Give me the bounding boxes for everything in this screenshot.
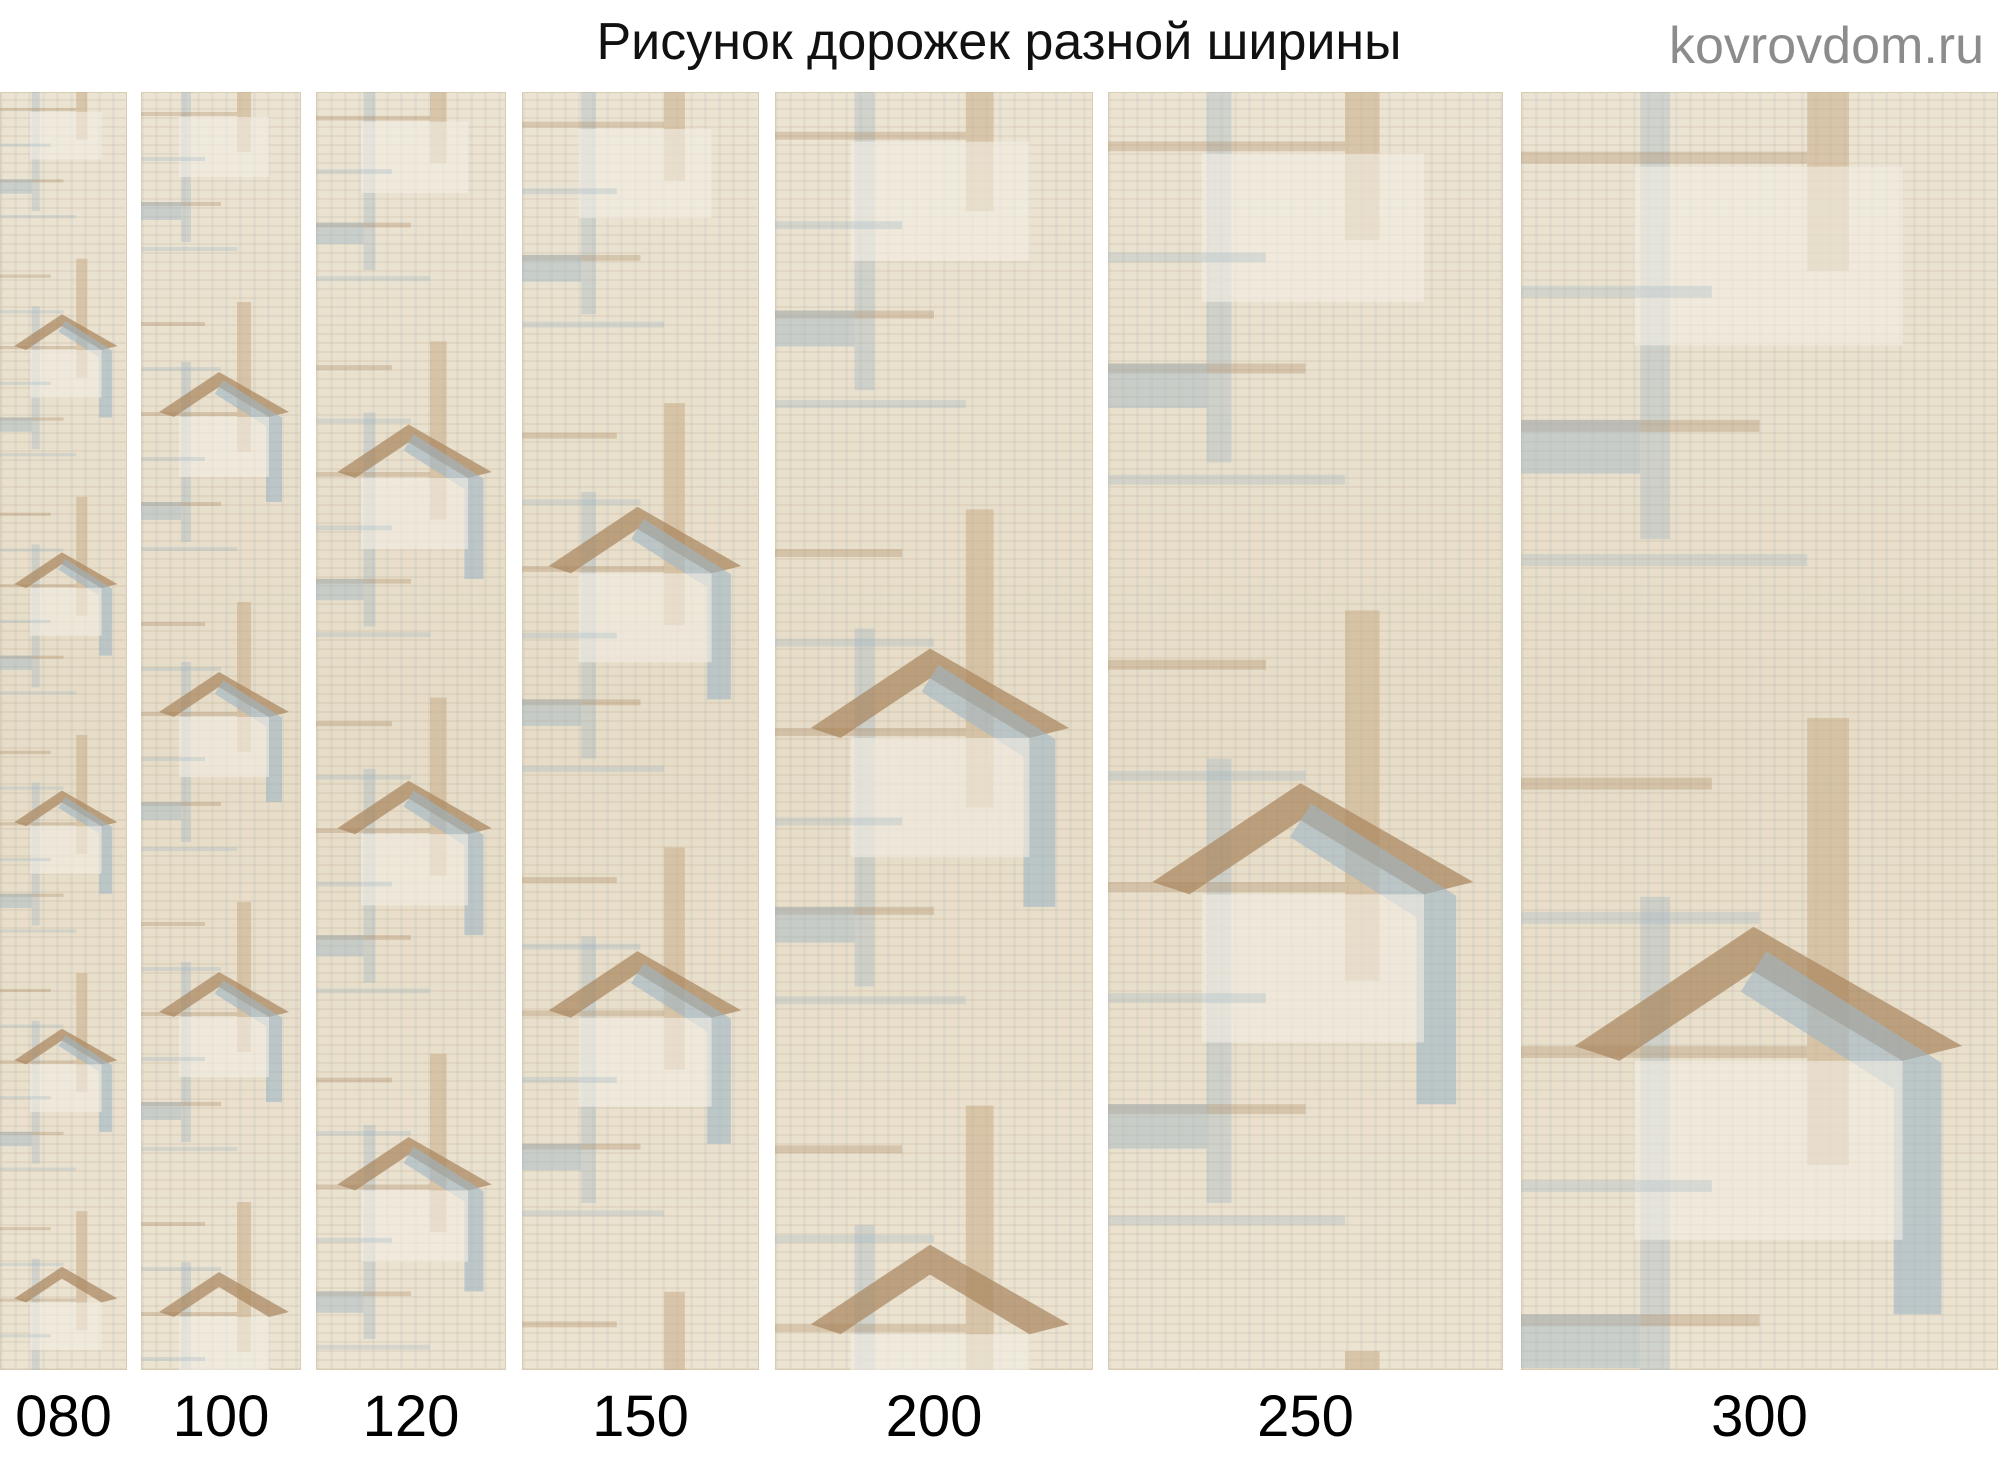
carpet-pattern	[141, 92, 289, 1370]
runner-120	[316, 92, 506, 1370]
width-label: 250	[1257, 1384, 1354, 1449]
width-label: 120	[362, 1384, 460, 1449]
carpet-pattern	[522, 92, 742, 1370]
carpet-pattern	[1108, 92, 1474, 1370]
carpet-pattern	[0, 92, 118, 1370]
page-title: Рисунок дорожек разной ширины	[596, 13, 1402, 71]
carpet-pattern	[1521, 92, 1963, 1370]
runner-080	[0, 92, 127, 1370]
runner-150	[522, 92, 759, 1370]
runner-100	[141, 92, 301, 1370]
watermark: kovrovdom.ru	[1669, 17, 1984, 75]
width-label: 200	[885, 1384, 983, 1449]
runner-300	[1521, 92, 1998, 1370]
runner-200	[775, 92, 1093, 1370]
width-label: 100	[172, 1384, 270, 1449]
carpet-pattern	[775, 92, 1070, 1370]
carpet-pattern	[316, 92, 492, 1350]
width-label: 080	[15, 1384, 112, 1449]
runner-250	[1108, 92, 1503, 1370]
width-label: 150	[592, 1384, 689, 1449]
width-label: 300	[1711, 1384, 1808, 1449]
